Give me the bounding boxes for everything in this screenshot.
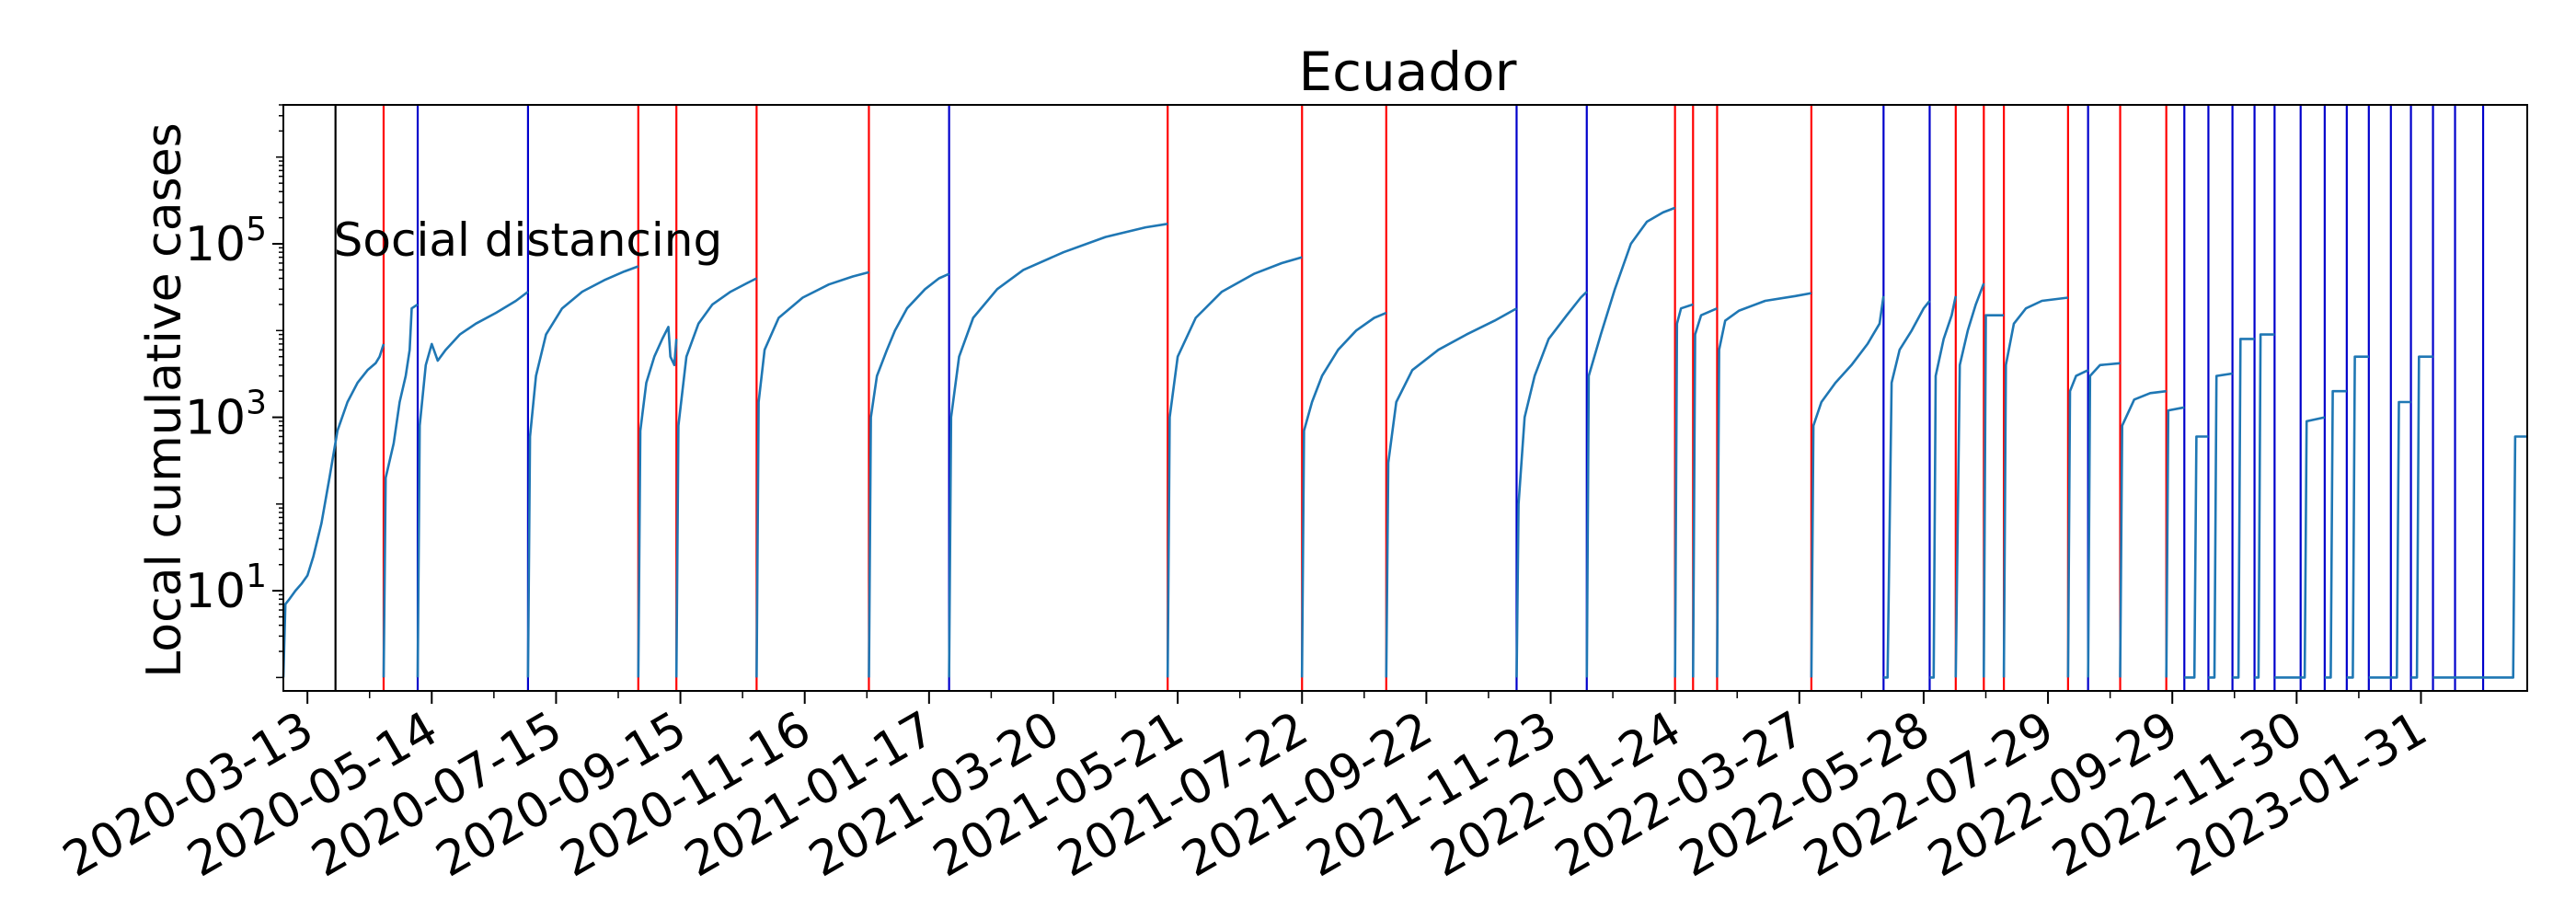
series-line bbox=[2390, 400, 2411, 679]
series-line bbox=[2254, 333, 2275, 679]
series-line bbox=[1954, 282, 1985, 678]
series-line bbox=[2483, 435, 2527, 679]
y-tick-label: 101 bbox=[185, 558, 267, 619]
series-line bbox=[2410, 355, 2433, 679]
series-line bbox=[674, 277, 757, 678]
series-line bbox=[1716, 292, 1812, 678]
series-line bbox=[2208, 372, 2233, 679]
series-line bbox=[382, 303, 419, 678]
series-line bbox=[1692, 307, 1718, 678]
series-line bbox=[1385, 307, 1518, 678]
y-axis-label: Local cumulative cases bbox=[137, 122, 192, 678]
plot-frame bbox=[282, 104, 2528, 692]
chart-title: Ecuador bbox=[1299, 40, 1517, 103]
series-line bbox=[2232, 338, 2255, 679]
series-line bbox=[1515, 291, 1588, 678]
y-tick-label: 103 bbox=[185, 385, 267, 446]
series-line bbox=[637, 326, 678, 678]
series-line bbox=[1983, 314, 2005, 678]
y-tick-label: 105 bbox=[185, 211, 267, 272]
series-line bbox=[416, 291, 529, 678]
series-line bbox=[1673, 303, 1694, 678]
series-line bbox=[2087, 362, 2121, 678]
series-line bbox=[2165, 406, 2185, 678]
series-line bbox=[948, 223, 1168, 678]
series-line bbox=[526, 265, 639, 678]
series-line bbox=[1585, 206, 1676, 678]
series-line bbox=[1166, 256, 1303, 678]
social-distancing-label: Social distancing bbox=[334, 213, 723, 267]
series-line bbox=[2002, 296, 2069, 678]
series-line bbox=[2184, 435, 2209, 679]
series-line bbox=[2324, 389, 2347, 679]
series-line bbox=[755, 270, 869, 678]
series-line bbox=[1300, 311, 1387, 678]
series-line bbox=[2300, 416, 2326, 679]
series-line bbox=[2346, 355, 2369, 679]
series-line bbox=[868, 272, 950, 678]
series-line bbox=[282, 343, 385, 678]
series-line bbox=[1810, 295, 1885, 678]
plot-area: 1011031052020-03-132020-05-142020-07-152… bbox=[54, 104, 2528, 888]
series-line bbox=[2119, 389, 2167, 678]
series-line bbox=[2066, 369, 2089, 678]
series-line bbox=[1929, 295, 1958, 679]
series-line bbox=[1883, 300, 1931, 679]
